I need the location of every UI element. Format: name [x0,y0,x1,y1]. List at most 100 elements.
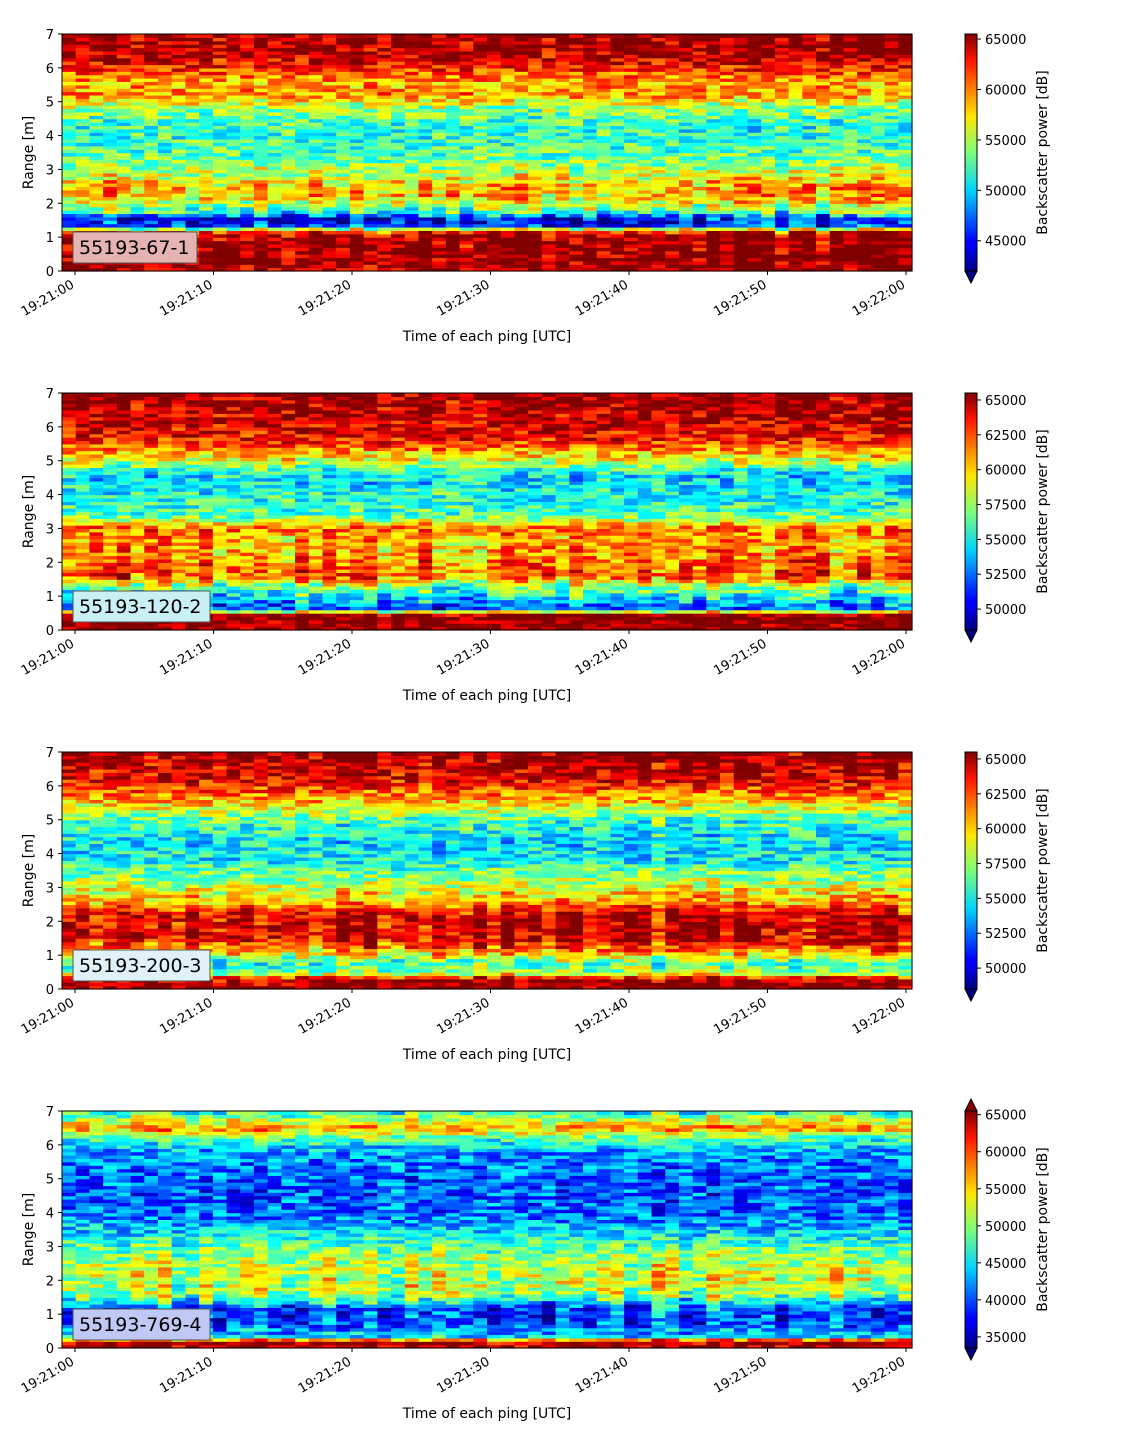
colorbar-tick-label: 45000 [985,235,1026,250]
y-tick-label: 6 [46,62,54,77]
heatmap-cell [706,34,720,38]
heatmap-cell [240,34,254,38]
heatmap-cell [789,34,803,38]
heatmap-cell [487,34,501,38]
y-tick-label: 0 [46,265,54,280]
colorbar-label: Backscatter power [dB] [1035,70,1051,235]
heatmap-cell [734,34,748,38]
heatmap-cell [350,34,364,38]
heatmap-cell [857,34,871,38]
heatmap-cell [117,34,131,38]
heatmap-cell [364,34,378,38]
heatmap-cell [514,34,528,38]
heatmap-cell [62,34,76,38]
y-tick-label: 3 [46,163,54,178]
heatmap-cell [747,34,761,38]
heatmap-cell [117,393,131,397]
x-tick-label: 19:22:00 [850,277,908,319]
heatmap-cell [898,34,912,38]
y-tick-label: 2 [46,197,54,212]
heatmap-cell [665,34,679,38]
heatmap-cell [254,34,268,38]
heatmap-cell [185,34,199,38]
y-tick-label: 4 [46,130,54,145]
heatmap-cell [131,393,145,397]
heatmap-cell [816,34,830,38]
heatmap-cell [377,34,391,38]
heatmap-cell [556,34,570,38]
heatmap-cell [583,34,597,38]
heatmap-cell [693,34,707,38]
heatmap-cell [89,393,103,397]
y-axis-label: Range [m] [21,116,37,189]
heatmap-cell [76,34,90,38]
heatmap-cell [885,34,899,38]
heatmap-cell [62,393,76,397]
heatmap-panel-1: 0 1 2 3 4 5 6 7 19:21:00 19:21:10 19:21:20 19:21:30… [19,28,1051,345]
heatmap-cell [199,34,213,38]
heatmap-cell [638,34,652,38]
heatmap-cell [309,34,323,38]
x-tick-label: 19:21:10 [157,277,215,319]
colorbar-gradient [965,34,977,271]
colorbar-extend-min [965,271,977,283]
heatmap-cell [144,393,158,397]
heatmap-cell [281,34,295,38]
heatmap-cell [802,34,816,38]
x-axis-label: Time of each ping [UTC] [402,329,572,345]
heatmap-cell [227,34,241,38]
x-tick-label: 19:21:00 [19,277,77,319]
x-tick-label: 19:21:40 [573,277,631,319]
colorbar-tick-label: 55000 [985,134,1026,149]
heatmap-cell [720,34,734,38]
colorbar-tick-label: 50000 [985,184,1026,199]
heatmap-cell [103,34,117,38]
heatmap-cell [569,34,583,38]
heatmap-cell [131,34,145,38]
heatmap-cell [871,34,885,38]
heatmap-cell [103,393,117,397]
heatmap-cell [624,34,638,38]
heatmap-cell [295,34,309,38]
heatmap-cell [268,34,282,38]
heatmap-cell [775,34,789,38]
heatmap-cell [158,393,172,397]
heatmap-cell [652,34,666,38]
heatmap-cell [761,34,775,38]
panel-id-text: 55193-67-1 [79,237,189,259]
colorbar-tick-label: 65000 [985,33,1026,48]
heatmap-cell [460,34,474,38]
heatmap-cell [213,34,227,38]
heatmap-cell [158,34,172,38]
heatmap-cell [76,393,90,397]
x-tick-label: 19:21:30 [434,277,492,319]
heatmap-cell [830,34,844,38]
heatmap-cell [528,34,542,38]
colorbar-tick-label: 60000 [985,83,1026,98]
heatmap-cell [172,34,186,38]
heatmap-cell [679,34,693,38]
heatmap-cell [144,34,158,38]
heatmap-cell [418,34,432,38]
heatmap-cell [473,34,487,38]
heatmap-cell [610,34,624,38]
heatmap-cell [501,34,515,38]
heatmap-cell [843,34,857,38]
heatmap-cell [89,34,103,38]
heatmap-cell [597,34,611,38]
heatmap-cell [322,34,336,38]
heatmap-cell [405,34,419,38]
heatmap-cell [542,34,556,38]
heatmap-cell [336,34,350,38]
x-tick-label: 19:21:50 [711,277,769,319]
heatmap-cell [432,34,446,38]
y-tick-label: 5 [46,96,54,111]
y-tick-label: 1 [46,231,54,246]
y-tick-label: 7 [46,28,54,43]
panel-id-label: 55193-67-1 [73,232,197,263]
heatmap-cell [391,34,405,38]
heatmap-cell [446,34,460,38]
x-tick-label: 19:21:20 [296,277,354,319]
